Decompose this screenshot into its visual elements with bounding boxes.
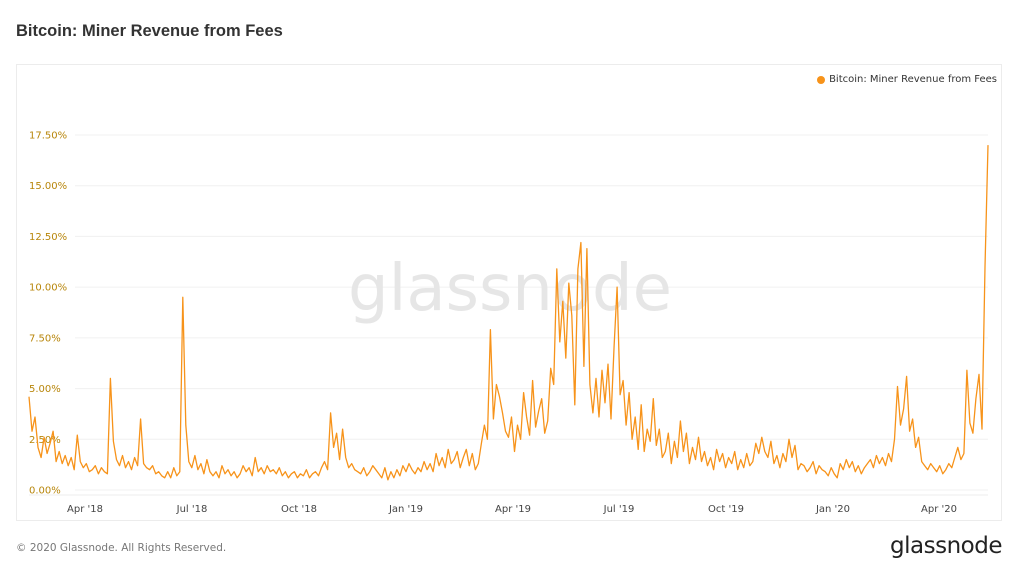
page-title: Bitcoin: Miner Revenue from Fees (16, 22, 283, 40)
y-tick-label: 15.00% (29, 181, 67, 192)
y-tick-label: 7.50% (29, 333, 61, 344)
y-axis: 0.00%2.50%5.00%7.50%10.00%12.50%15.00%17… (29, 131, 67, 497)
x-tick-label: Apr '19 (495, 504, 531, 515)
x-tick-label: Jan '20 (815, 504, 850, 515)
y-tick-label: 0.00% (29, 486, 61, 497)
x-tick-label: Jan '19 (388, 504, 423, 515)
watermark: glassnode (348, 252, 672, 326)
legend-item[interactable]: Bitcoin: Miner Revenue from Fees (817, 74, 997, 85)
series-line-miner-fees (28, 145, 989, 481)
x-tick-label: Oct '18 (281, 504, 317, 515)
y-tick-label: 17.50% (29, 131, 67, 142)
legend-dot-icon (817, 75, 826, 84)
grid-lines (29, 134, 988, 496)
glassnode-logo[interactable]: glassnode (890, 533, 1002, 559)
x-tick-label: Apr '20 (921, 504, 957, 515)
x-tick-label: Oct '19 (708, 504, 744, 515)
y-tick-label: 12.50% (29, 232, 67, 243)
x-tick-label: Jul '19 (603, 504, 635, 515)
x-tick-label: Jul '18 (176, 504, 208, 515)
copyright: © 2020 Glassnode. All Rights Reserved. (16, 542, 227, 554)
legend-label: Bitcoin: Miner Revenue from Fees (829, 74, 997, 85)
x-axis: Apr '18 Jul '18 Oct '18 Jan '19 Apr '19 Jul '… (67, 504, 957, 515)
x-tick-label: Apr '18 (67, 504, 103, 515)
y-tick-label: 10.00% (29, 283, 67, 294)
y-tick-label: 5.00% (29, 384, 61, 395)
